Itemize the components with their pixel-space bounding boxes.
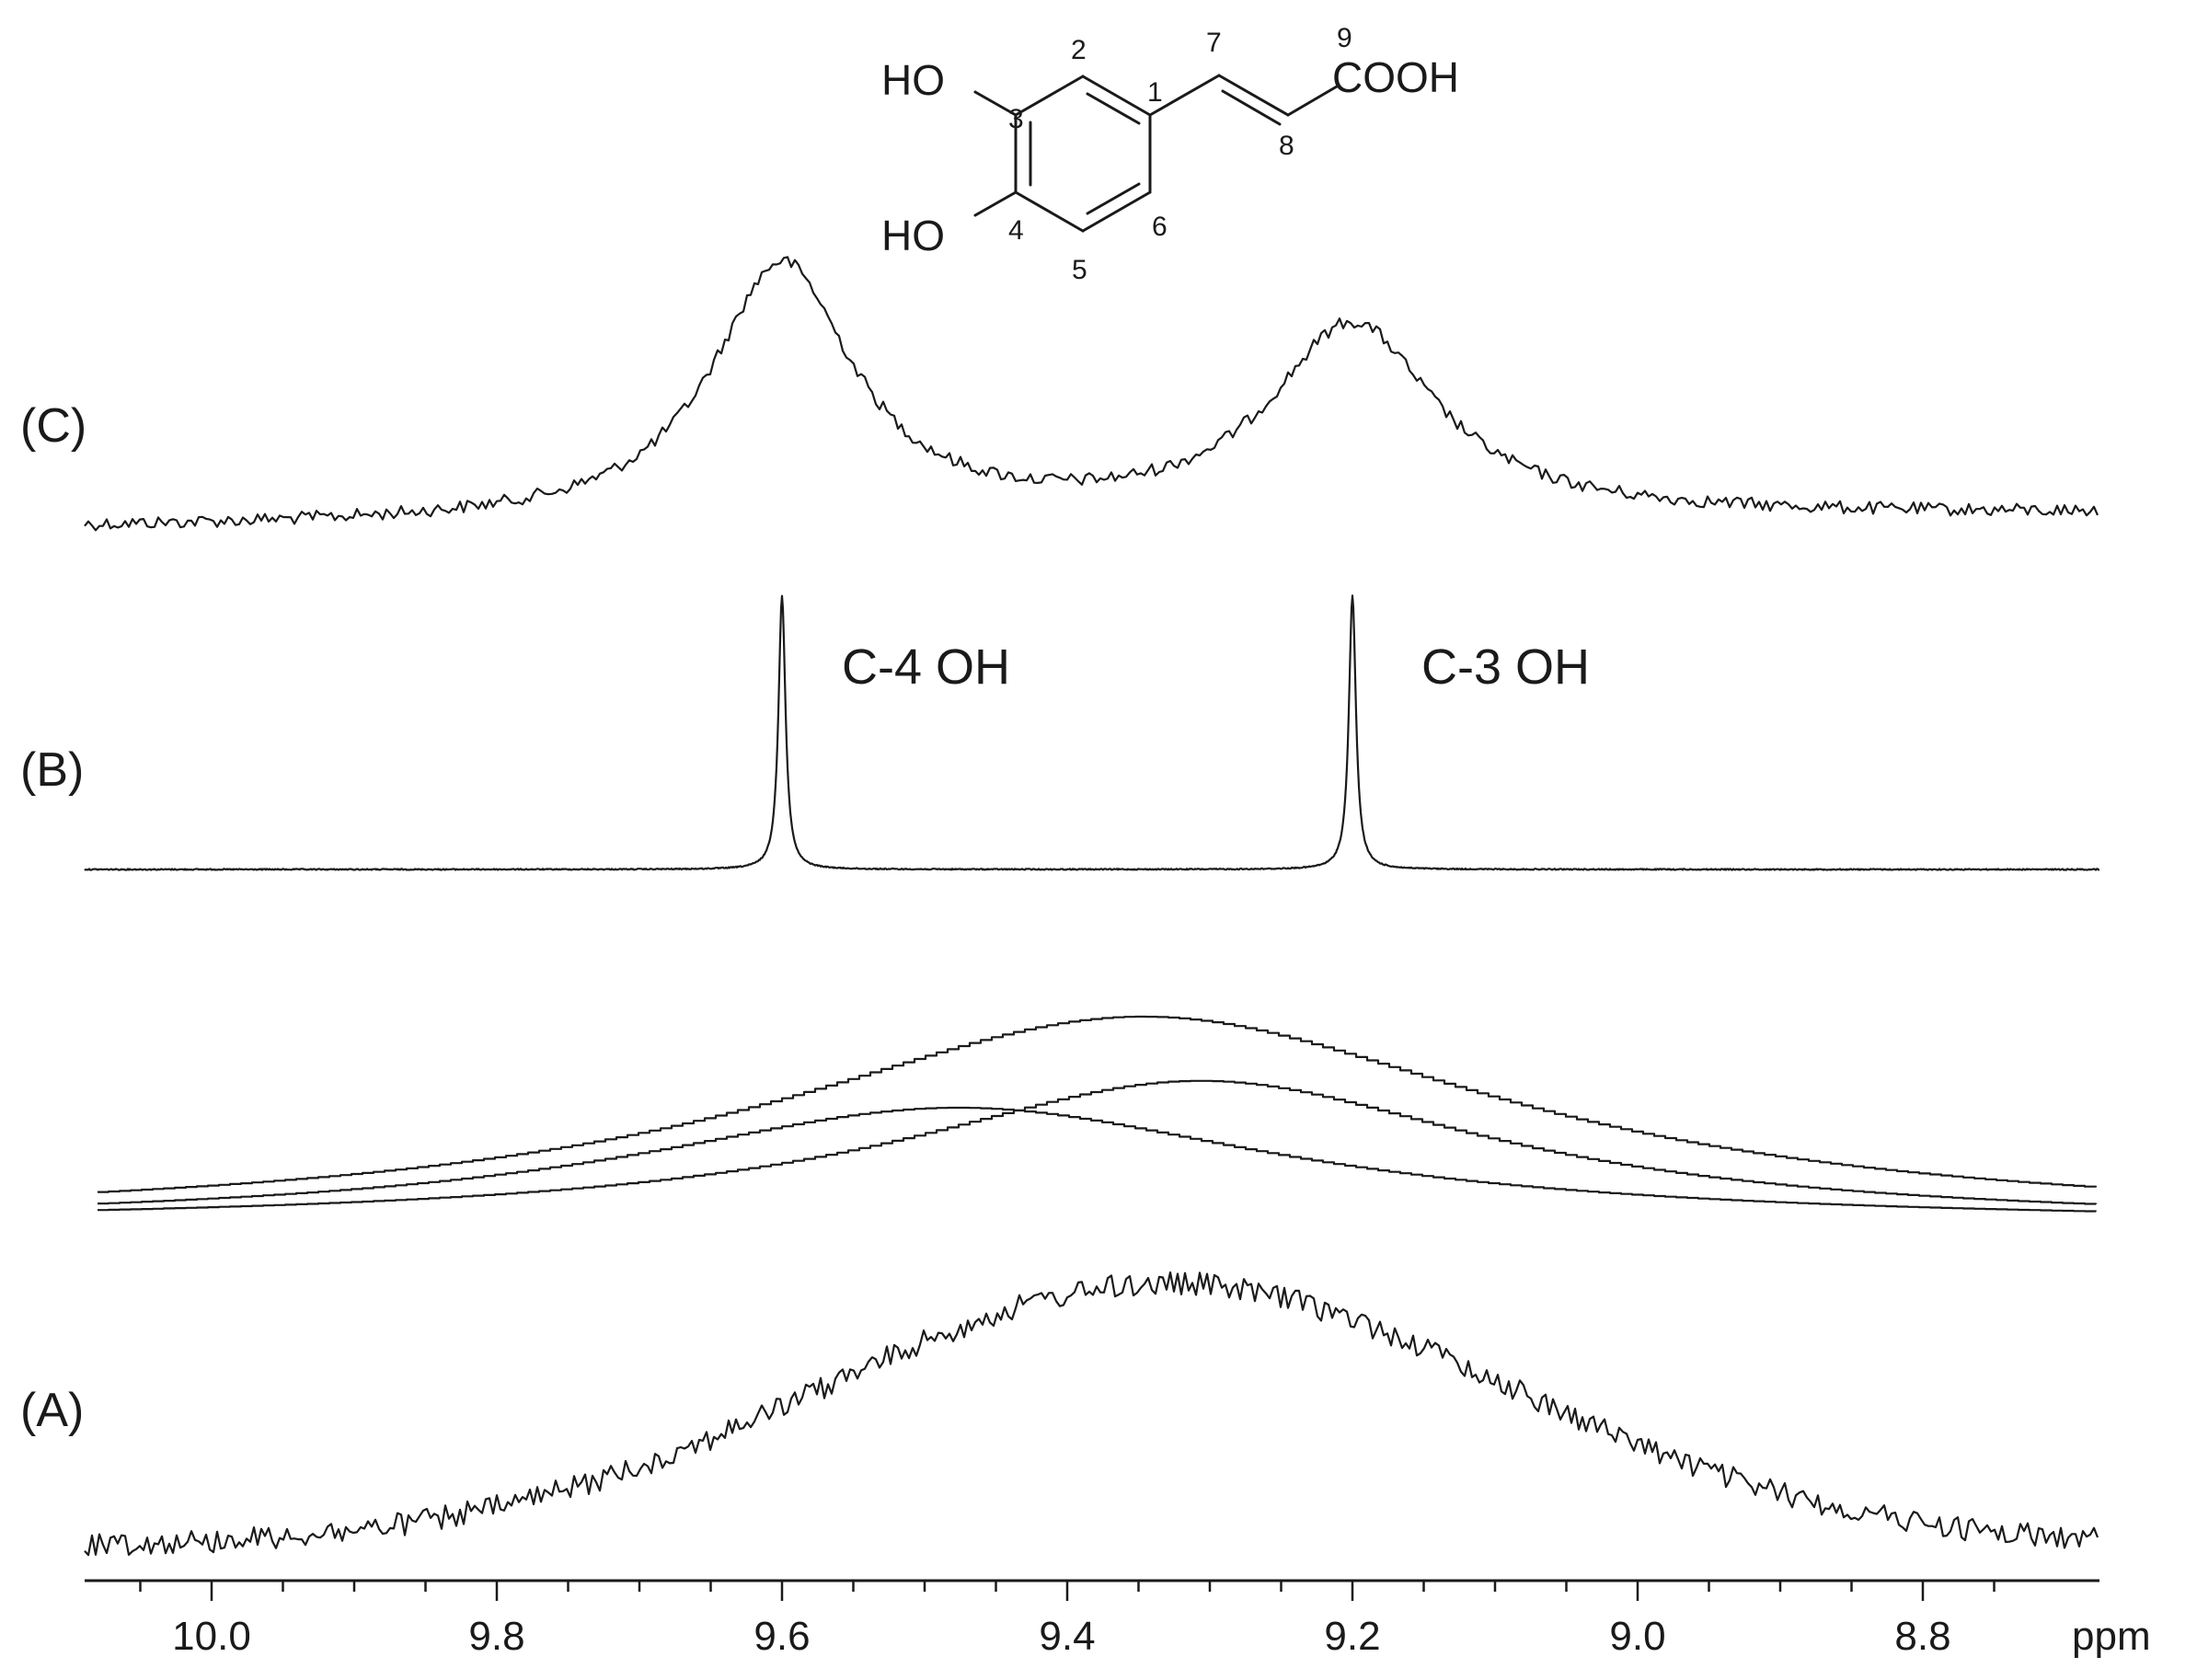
double-bond-c1-c2 <box>1086 92 1141 125</box>
carboxyl-label: COOH <box>1332 53 1459 101</box>
bond-c2-c1 <box>1081 75 1152 117</box>
atom-number-8: 8 <box>1279 131 1294 161</box>
bond-c8-c9 <box>1286 85 1339 117</box>
x-tick-label: 9.4 <box>1039 1614 1095 1659</box>
atom-number-6: 6 <box>1152 212 1168 242</box>
bond-c7-c8 <box>1217 74 1290 117</box>
double-bond-c5-c6 <box>1086 182 1141 215</box>
atom-number-3: 3 <box>1008 104 1024 134</box>
spectrum-trace-a <box>84 1271 2099 1557</box>
x-axis-ticks: 10.0 9.8 9.6 9.4 9.2 9.0 8.8 <box>139 1581 1996 1659</box>
hydroxyl-bottom-label: HO <box>881 212 945 259</box>
x-tick-label: 8.8 <box>1894 1614 1950 1659</box>
x-tick-label: 9.8 <box>468 1614 524 1659</box>
hydroxyl-top-label: HO <box>881 56 945 104</box>
atom-number-1: 1 <box>1147 77 1163 108</box>
spectrum-trace-b <box>84 594 2100 871</box>
atom-number-5: 5 <box>1072 255 1087 285</box>
bond-c5-c4 <box>1014 190 1085 233</box>
panel-label-a: (A) <box>20 1384 84 1437</box>
panel-label-c: (C) <box>20 399 86 453</box>
x-tick-label: 10.0 <box>172 1614 251 1659</box>
atom-number-7: 7 <box>1206 28 1222 58</box>
atom-number-2: 2 <box>1071 35 1087 65</box>
x-axis-unit-label: ppm <box>2072 1614 2151 1659</box>
bond-c3-c2 <box>1014 75 1085 117</box>
bond-c4-oh <box>973 190 1018 217</box>
x-tick-label: 9.0 <box>1609 1614 1665 1659</box>
x-tick-label: 9.6 <box>753 1614 810 1659</box>
bond-c1-c7 <box>1148 74 1221 117</box>
bond-c3-oh <box>973 90 1018 117</box>
bond-c6-c5 <box>1081 190 1152 233</box>
peak-label-c3-oh: C-3 OH <box>1421 639 1590 695</box>
x-tick-label: 9.2 <box>1324 1614 1380 1659</box>
atom-number-4: 4 <box>1008 215 1024 246</box>
deconvolution-component-1 <box>98 1106 2098 1213</box>
deconvolution-component-2 <box>98 1079 2098 1212</box>
double-bond-c7-c8 <box>1221 89 1282 126</box>
caffeic-acid-structure: HO HO COOH 1 2 3 4 5 6 7 8 9 <box>881 23 1459 285</box>
panel-label-b: (B) <box>20 743 84 797</box>
atom-number-9: 9 <box>1337 23 1352 53</box>
deconvolution-component-3 <box>98 1015 2098 1193</box>
spectrum-trace-c <box>84 256 2099 532</box>
peak-label-c4-oh: C-4 OH <box>842 639 1010 695</box>
